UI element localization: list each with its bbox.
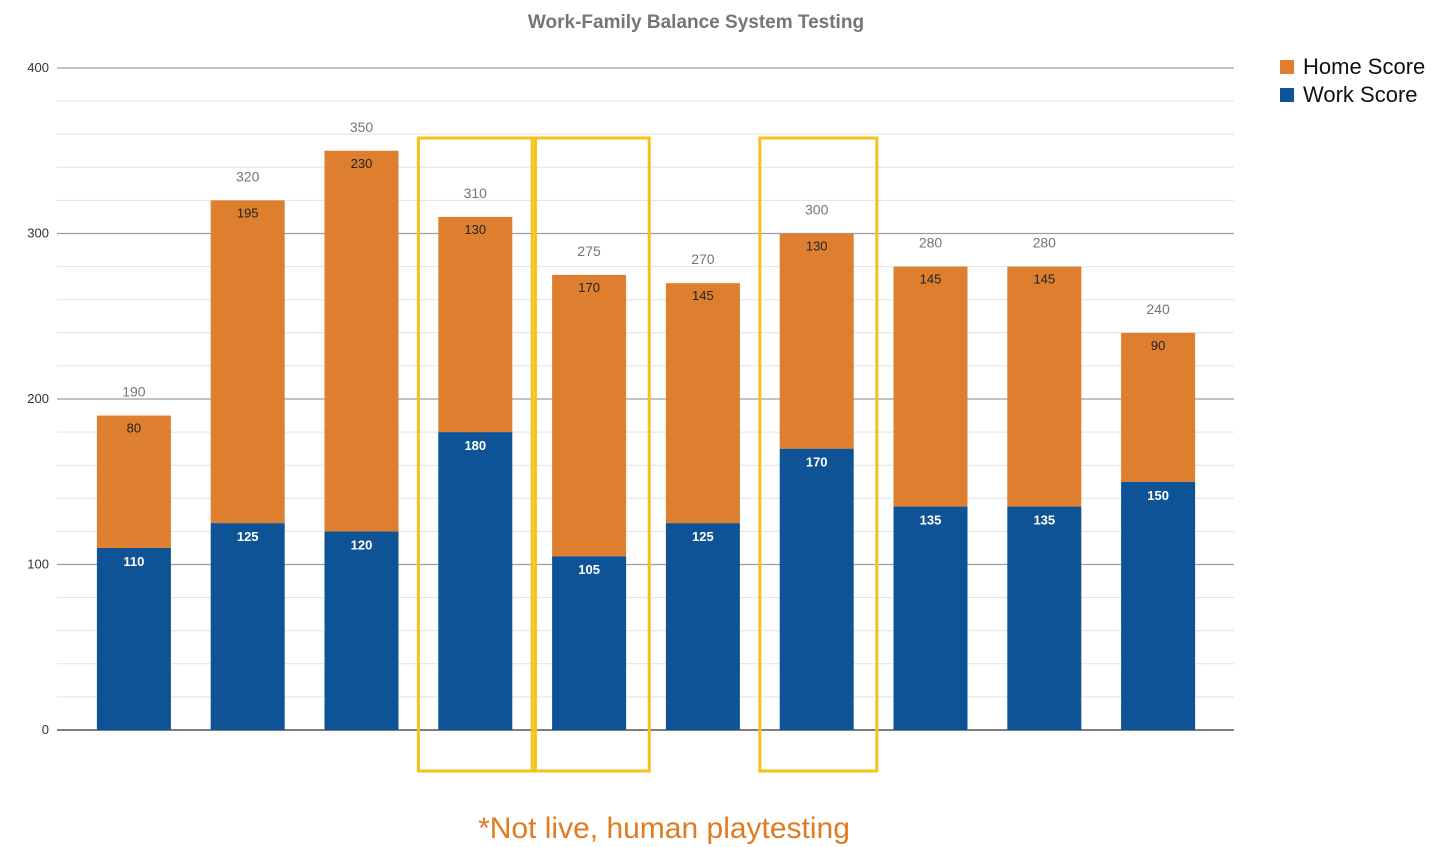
bar-home-score xyxy=(552,274,627,557)
total-label: 190 xyxy=(122,384,146,400)
bar-work-score xyxy=(779,448,854,730)
total-label: 320 xyxy=(236,168,260,184)
bar-work-score xyxy=(324,531,399,730)
total-label: 300 xyxy=(805,202,829,218)
bar-home-score xyxy=(1121,332,1196,482)
bar-home-score xyxy=(96,415,171,548)
total-label: 270 xyxy=(691,251,715,267)
total-label: 240 xyxy=(1146,301,1170,317)
work-score-label: 180 xyxy=(464,438,486,453)
bar-home-score xyxy=(893,266,968,507)
bar-home-score xyxy=(779,233,854,449)
y-tick-label: 300 xyxy=(27,226,49,241)
bar-home-score xyxy=(438,216,513,433)
home-score-label: 195 xyxy=(237,205,259,220)
total-label: 275 xyxy=(577,243,601,259)
data-labels: 110 80 190 125 195 320 120 230 350 180 130 310 105 17… xyxy=(122,119,1170,577)
work-score-label: 120 xyxy=(351,537,373,552)
highlight-box xyxy=(758,136,879,773)
total-label: 310 xyxy=(464,185,488,201)
work-score-label: 110 xyxy=(123,554,144,569)
home-score-label: 90 xyxy=(1151,338,1165,353)
y-tick-label: 100 xyxy=(27,557,49,572)
home-score-label: 230 xyxy=(351,156,373,171)
home-score-label: 80 xyxy=(127,421,141,436)
legend: Home Score Work Score xyxy=(1280,54,1425,107)
bar-work-score xyxy=(552,556,627,730)
highlight-box xyxy=(416,136,537,773)
legend-label: Work Score xyxy=(1303,82,1418,107)
work-score-label: 150 xyxy=(1147,488,1169,503)
bar-work-score xyxy=(96,547,171,730)
y-tick-label: 200 xyxy=(27,391,49,406)
home-score-label: 145 xyxy=(1033,272,1055,287)
total-label: 350 xyxy=(350,119,374,135)
work-score-label: 135 xyxy=(920,513,942,528)
chart-title: Work-Family Balance System Testing xyxy=(528,12,864,33)
home-score-label: 145 xyxy=(920,272,942,287)
home-score-label: 145 xyxy=(692,288,714,303)
bar-work-score xyxy=(438,432,513,730)
legend-swatch xyxy=(1280,60,1294,74)
y-tick-label: 0 xyxy=(42,722,49,737)
work-score-label: 125 xyxy=(237,529,259,544)
home-score-label: 130 xyxy=(806,239,828,254)
bar-work-score xyxy=(665,523,740,730)
home-score-label: 130 xyxy=(464,222,486,237)
highlight-box xyxy=(530,136,651,773)
bar-work-score xyxy=(1121,481,1196,730)
bars xyxy=(96,150,1196,730)
footnote-text: *Not live, human playtesting xyxy=(478,812,850,845)
work-score-label: 135 xyxy=(1033,513,1055,528)
bar-work-score xyxy=(1007,506,1082,730)
legend-label: Home Score xyxy=(1303,54,1425,79)
total-label: 280 xyxy=(1033,235,1057,251)
y-tick-label: 400 xyxy=(27,60,49,75)
work-score-label: 105 xyxy=(578,562,600,577)
total-label: 280 xyxy=(919,235,943,251)
bar-work-score xyxy=(893,506,968,730)
work-score-label: 170 xyxy=(806,455,828,470)
bar-home-score xyxy=(665,283,740,524)
legend-swatch xyxy=(1280,88,1294,102)
work-score-label: 125 xyxy=(692,529,714,544)
bar-home-score xyxy=(210,200,285,524)
highlight-boxes xyxy=(416,136,879,773)
y-axis: 0 100 200 300 400 xyxy=(27,60,49,737)
bar-work-score xyxy=(210,523,285,730)
bar-home-score xyxy=(1007,266,1082,507)
bar-home-score xyxy=(324,150,399,532)
home-score-label: 170 xyxy=(578,280,600,295)
